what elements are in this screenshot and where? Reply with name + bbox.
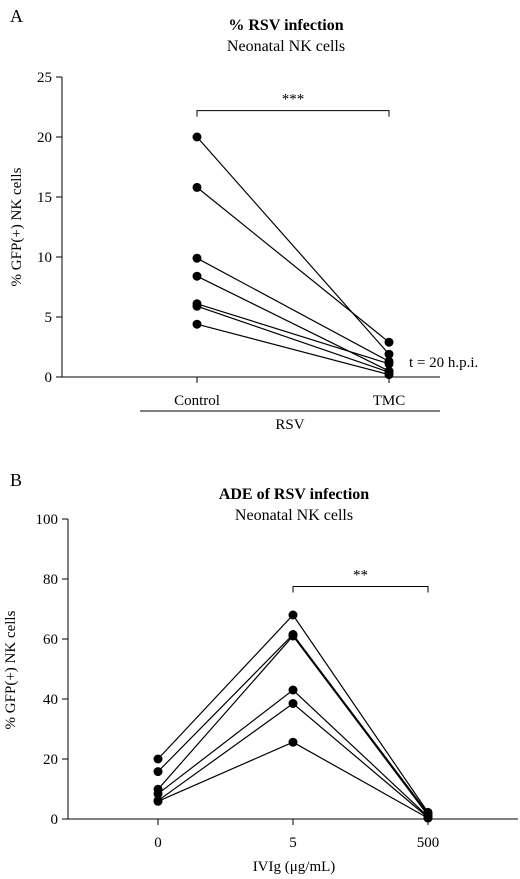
panel-a-ylabel: % GFP(+) NK cells: [9, 167, 25, 286]
panel-b-significance-bracket: [292, 586, 429, 593]
panel-b-subtitle: Neonatal NK cells: [235, 507, 353, 524]
panel-b-x-tick-label: 500: [417, 835, 440, 851]
panel-b-series-line: [157, 633, 429, 814]
panel-a-y-tick-label: 0: [45, 370, 53, 386]
panel-b-title: ADE of RSV infection: [219, 486, 369, 503]
panel-a-data-point: [384, 370, 394, 380]
panel-a-series-line: [196, 303, 390, 365]
panel-a-annotation: t = 20 h.p.i.: [409, 355, 478, 371]
panel-b-y-tick-label: 40: [43, 692, 58, 708]
panel-b: B ADE of RSV infection Neonatal NK cells…: [3, 470, 369, 875]
panel-b-plot: 0 20 40 60 80 100 0 5 500 **: [36, 512, 518, 851]
panel-b-data-point: [153, 796, 163, 806]
panel-b-data-point: [153, 767, 163, 777]
panel-a-series-line: [196, 275, 390, 372]
panel-a: A % RSV infection Neonatal NK cells % GF…: [9, 6, 478, 433]
panel-b-y-tick-label: 100: [36, 512, 59, 528]
panel-b-y-tick-label: 0: [51, 812, 59, 828]
panel-a-data-point: [192, 132, 202, 142]
panel-a-group-label: RSV: [275, 417, 304, 433]
panel-a-series-line: [196, 305, 390, 373]
panel-a-x-tick-label: Control: [174, 393, 220, 409]
panel-b-y-tick-label: 60: [43, 632, 58, 648]
panel-a-data-point: [384, 359, 394, 369]
panel-a-series-line: [196, 323, 390, 376]
panel-b-xlabel: IVIg (μg/mL): [253, 859, 336, 875]
panel-a-data-point: [192, 182, 202, 192]
panel-a-data-point: [192, 253, 202, 263]
panel-b-label: B: [10, 470, 22, 490]
panel-a-y-tick-label: 15: [37, 190, 52, 206]
panel-a-x-tick-label: TMC: [373, 393, 406, 409]
panel-a-data-point: [192, 319, 202, 329]
panel-a-series-line: [196, 186, 390, 343]
panel-b-ylabel: % GFP(+) NK cells: [3, 610, 19, 729]
panel-a-y-tick-label: 5: [45, 310, 53, 326]
panel-b-data-point: [288, 631, 298, 641]
panel-b-x-tick-label: 5: [289, 835, 297, 851]
panel-b-data-point: [423, 813, 433, 823]
panel-a-data-point: [192, 301, 202, 311]
panel-a-plot: 0 5 10 15 20 25 Control TMC ***: [37, 70, 440, 412]
panel-a-data-point: [384, 337, 394, 347]
panel-a-data-point: [384, 349, 394, 359]
panel-a-title: % RSV infection: [228, 17, 343, 34]
panel-b-data-point: [153, 754, 163, 764]
panel-a-significance-bracket: [196, 110, 390, 117]
panel-a-y-tick-label: 10: [37, 250, 52, 266]
panel-b-x-tick-label: 0: [154, 835, 162, 851]
panel-a-y-tick-label: 20: [37, 130, 52, 146]
panel-a-significance-label: ***: [282, 92, 305, 108]
panel-b-data-point: [288, 699, 298, 708]
panel-b-y-tick-label: 80: [43, 572, 58, 588]
panel-a-subtitle: Neonatal NK cells: [227, 38, 345, 55]
panel-b-data-point: [288, 737, 298, 747]
panel-b-significance-label: **: [353, 568, 368, 584]
panel-b-data-point: [288, 685, 298, 695]
panel-b-data-point: [153, 789, 163, 799]
panel-a-series-line: [196, 136, 390, 355]
panel-a-data-point: [192, 271, 202, 281]
panel-a-label: A: [10, 6, 23, 26]
panel-b-series-line: [157, 635, 429, 816]
panel-a-series-line: [196, 257, 390, 362]
panel-a-y-tick-label: 25: [37, 70, 52, 86]
panel-b-y-tick-label: 20: [43, 752, 58, 768]
panel-b-data-point: [288, 610, 298, 620]
